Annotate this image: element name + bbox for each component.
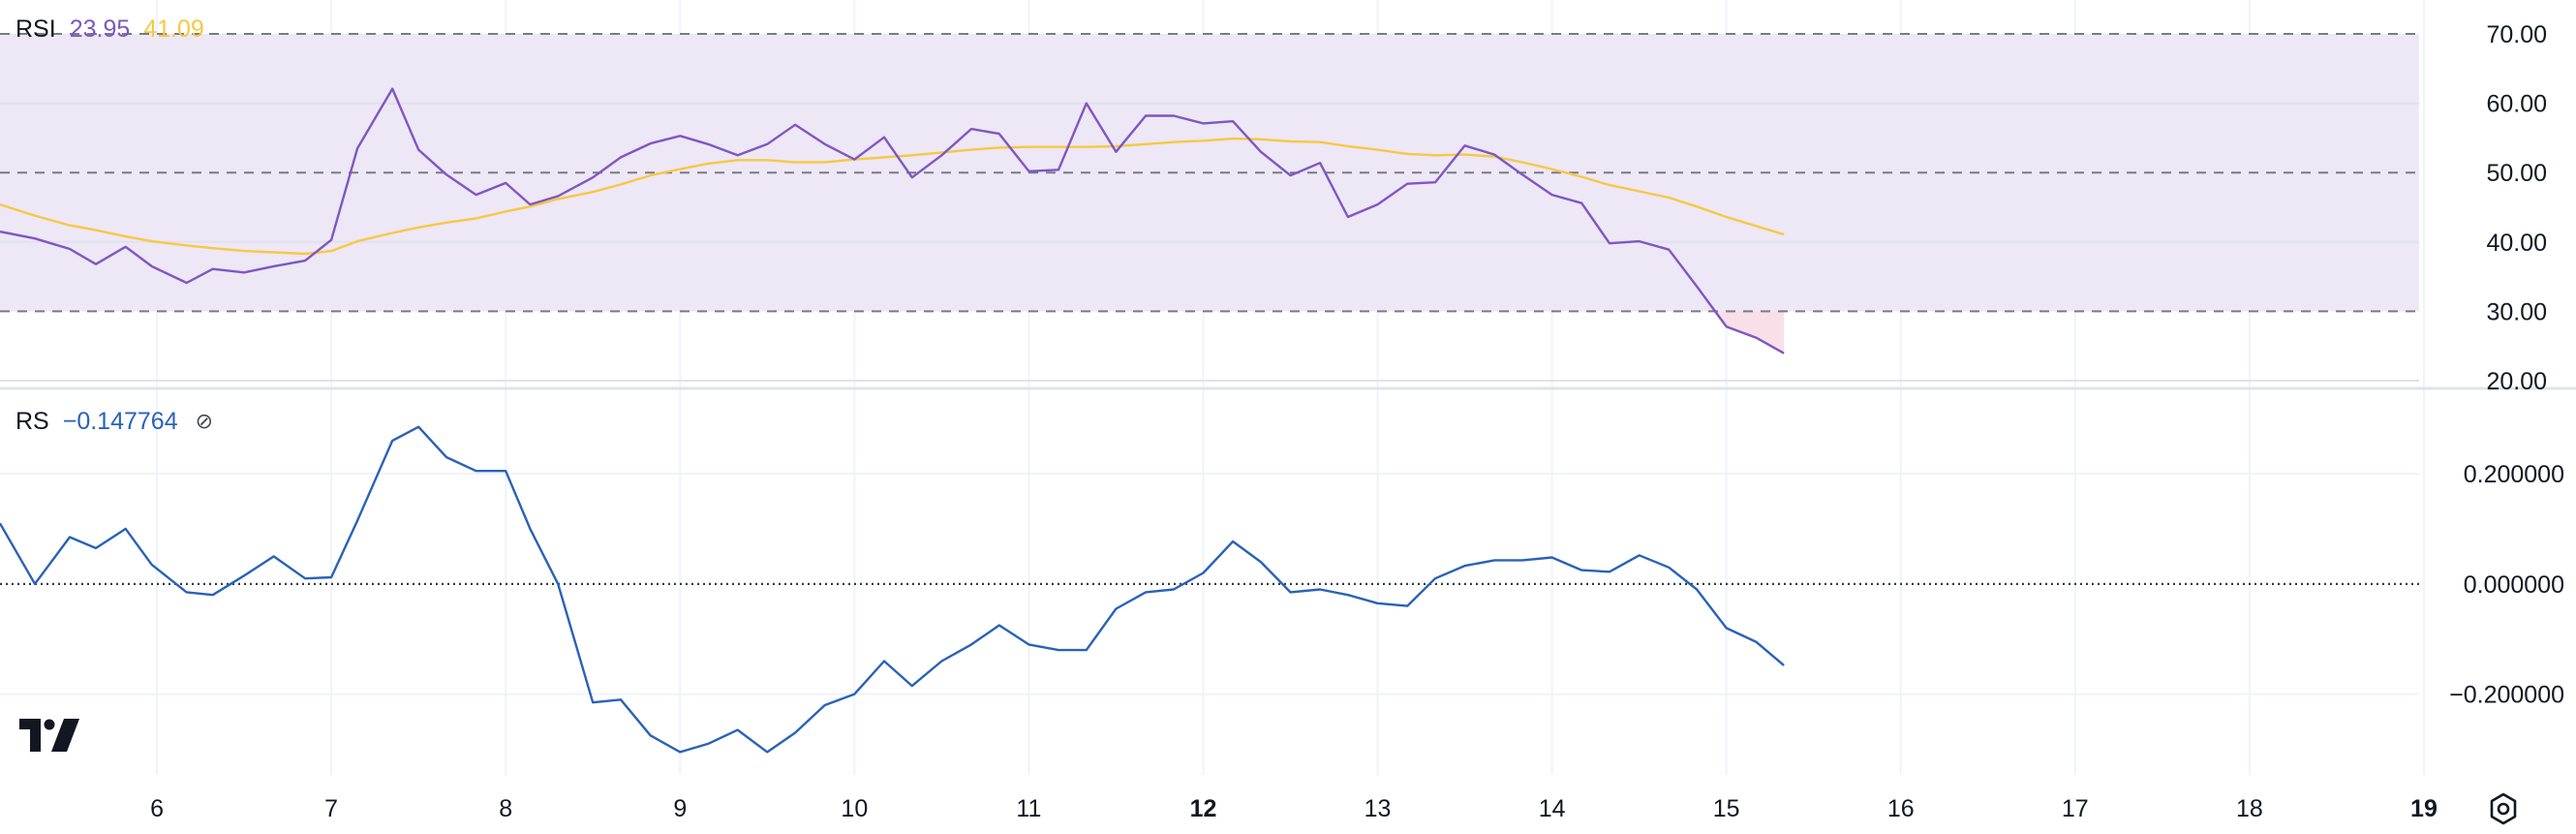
settings-icon[interactable] xyxy=(2485,790,2522,827)
rs-pane[interactable] xyxy=(0,425,2419,754)
rsi-y-tick-label: 60.00 xyxy=(2486,91,2547,118)
tradingview-logo-icon[interactable] xyxy=(19,719,79,752)
rsi-y-tick-label: 70.00 xyxy=(2486,21,2547,48)
rsi-y-tick-label: 40.00 xyxy=(2486,230,2547,257)
rsi-current-value: 23.95 xyxy=(69,15,131,43)
x-tick-label: 14 xyxy=(1539,795,1566,822)
rsi-y-tick-label: 20.00 xyxy=(2486,368,2547,395)
rs-y-tick-label: 0.200000 xyxy=(2464,461,2564,488)
x-tick-label: 8 xyxy=(499,795,512,822)
rs-current-value: −0.147764 xyxy=(62,408,178,435)
x-tick-label: 7 xyxy=(324,795,338,822)
rsi-y-tick-label: 50.00 xyxy=(2486,160,2547,187)
x-tick-label: 13 xyxy=(1365,795,1392,822)
x-tick-label: 9 xyxy=(673,795,687,822)
axis-layer: 70.00 60.00 50.00 40.00 30.00 20.00 0.200000 0.… xyxy=(150,21,2564,822)
rsi-legend-label: RSI xyxy=(15,15,56,43)
x-tick-label: 11 xyxy=(1016,795,1041,822)
x-tick-label: 16 xyxy=(1887,795,1915,822)
series-line-rs xyxy=(0,425,1785,754)
x-tick-label: 17 xyxy=(2062,795,2089,822)
x-tick-label: 12 xyxy=(1190,795,1217,822)
x-tick-label: 18 xyxy=(2236,795,2263,822)
rs-y-tick-label: −0.200000 xyxy=(2449,682,2564,709)
series-line-rsi xyxy=(0,87,1785,355)
x-tick-label: 19 xyxy=(2410,795,2438,822)
rsi-legend[interactable]: RSI 23.95 41.09 xyxy=(15,15,204,44)
rsi-y-tick-label: 30.00 xyxy=(2486,298,2547,325)
x-tick-label: 15 xyxy=(1713,795,1740,822)
rsi-pane[interactable] xyxy=(0,33,2419,382)
x-tick-label: 6 xyxy=(150,795,164,822)
x-tick-label: 10 xyxy=(841,795,868,822)
rs-y-tick-label: 0.000000 xyxy=(2464,571,2564,599)
rs-legend[interactable]: RS −0.147764 ⊘ xyxy=(15,407,213,436)
rsi-ma-current-value: 41.09 xyxy=(143,15,204,43)
eye-off-icon[interactable]: ⊘ xyxy=(195,409,214,433)
rs-legend-label: RS xyxy=(15,408,49,435)
